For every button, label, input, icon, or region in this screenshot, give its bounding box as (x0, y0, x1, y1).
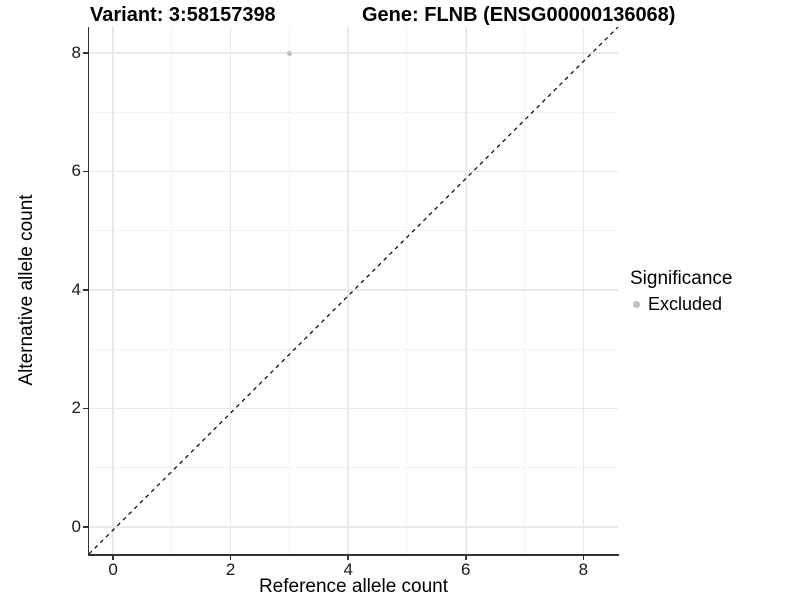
y-tick-mark (83, 170, 88, 173)
y-major-gridline (89, 289, 618, 291)
y-major-gridline (89, 526, 618, 528)
y-tick-mark (83, 407, 88, 410)
y-tick-mark (83, 52, 88, 54)
x-tick-label: 6 (461, 560, 471, 579)
y-major-gridline (89, 170, 618, 173)
y-minor-gridline (89, 467, 618, 469)
y-axis-line (87, 27, 89, 556)
y-tick-label: 0 (71, 516, 81, 536)
y-major-gridline (89, 52, 618, 54)
legend-item-excluded: Excluded (628, 293, 732, 315)
y-tick-mark (83, 289, 88, 291)
y-tick-label: 4 (71, 279, 81, 299)
x-tick-mark (229, 555, 232, 560)
legend-title: Significance (630, 268, 733, 289)
plot-panel (88, 26, 619, 555)
x-tick-mark (582, 555, 585, 560)
y-tick-label: 8 (71, 43, 81, 63)
x-axis-line (87, 554, 619, 556)
plot-title-variant: Variant: 3:58157398 (90, 4, 276, 26)
y-axis-title: Alternative allele count (16, 194, 37, 386)
x-tick-label: 0 (108, 560, 118, 579)
x-tick-label: 2 (225, 560, 236, 579)
y-tick-mark (83, 526, 88, 528)
y-tick-label: 2 (71, 398, 81, 418)
y-minor-gridline (89, 230, 618, 232)
y-minor-gridline (89, 111, 618, 113)
x-tick-mark (112, 555, 114, 560)
x-tick-label: 8 (578, 560, 589, 579)
x-tick-label: 4 (343, 560, 353, 579)
x-tick-mark (347, 555, 349, 560)
circle-marker-icon (633, 300, 640, 308)
plot-title-gene: Gene: FLNB (ENSG00000136068) (362, 4, 676, 26)
y-tick-label: 6 (71, 161, 81, 181)
legend-key (628, 296, 645, 313)
legend-item-label: Excluded (648, 293, 723, 314)
x-axis-title: Reference allele count (258, 576, 449, 597)
legend: Significance Excluded (628, 268, 732, 315)
data-point-excluded (286, 50, 292, 56)
identity-reference-line (88, 26, 619, 555)
y-major-gridline (89, 407, 618, 410)
x-tick-mark (465, 555, 467, 560)
y-minor-gridline (89, 348, 618, 350)
